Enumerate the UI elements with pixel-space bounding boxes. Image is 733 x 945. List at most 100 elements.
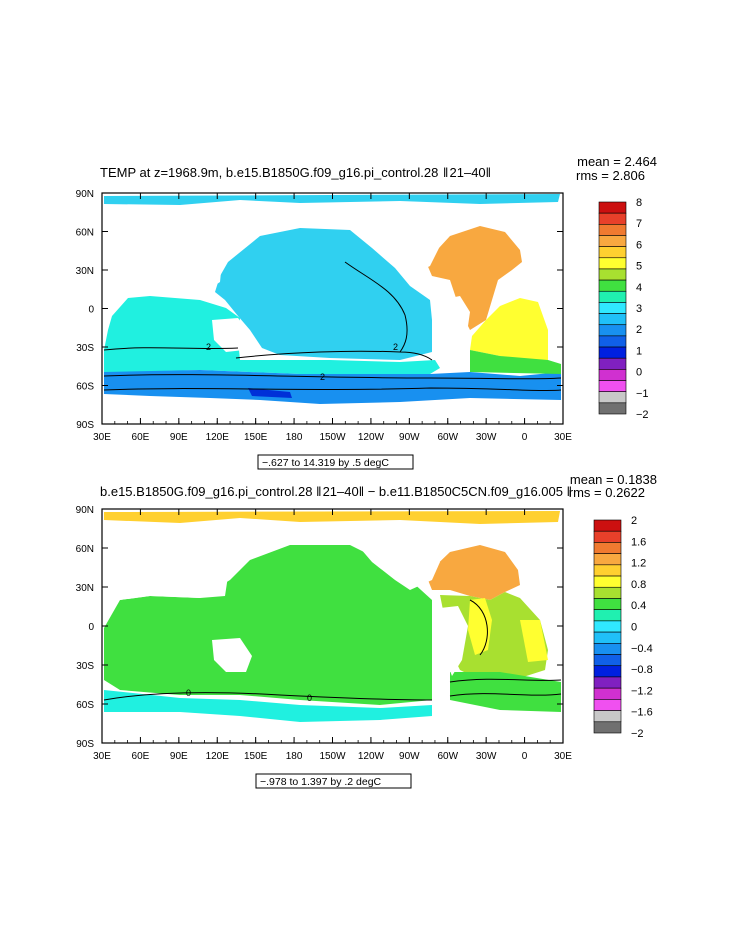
colorbar-label: −2 (636, 409, 649, 421)
x-tick-label: 120E (206, 432, 230, 443)
colorbar-swatch (598, 313, 627, 326)
colorbar-swatch (598, 335, 627, 348)
colorbar-swatch (593, 553, 622, 566)
panel-1-rms: rms = 2.806 (576, 168, 645, 183)
colorbar-swatch (598, 357, 627, 370)
colorbar-label: 5 (636, 261, 642, 273)
panel-2-ticks: 30E 60E 90E 120E 150E 180 150W 120W 90W 60W 30W 0 30… (76, 505, 573, 762)
panel-1-ticks: 30E 60E 90E 120E 150E 180 150W 120W 90W 60W 30W 0 30… (76, 189, 573, 443)
x-tick-label: 30E (554, 751, 572, 762)
colorbar-swatch (598, 235, 627, 247)
panel-2-colorbar: 2 1.6 1.2 0.8 0.4 0 −0.4 −0.8 −1.2 −1.6 −2 (593, 515, 653, 740)
y-tick-label: 30S (76, 343, 94, 354)
x-tick-label: 180 (286, 432, 303, 443)
x-tick-label: 150W (319, 751, 346, 762)
colorbar-label: −0.8 (631, 664, 653, 676)
colorbar-swatch (593, 710, 622, 723)
colorbar-label: −1.6 (631, 707, 653, 719)
y-tick-label: 30S (76, 661, 94, 672)
panel-2-map: 0 0 (102, 509, 563, 743)
colorbar-swatch (598, 246, 627, 259)
y-tick-label: 30N (76, 583, 94, 594)
colorbar-swatch (593, 586, 622, 599)
colorbar-swatch (593, 620, 622, 633)
colorbar-swatch (593, 687, 622, 700)
colorbar-swatch (593, 598, 622, 610)
colorbar-label: 8 (636, 197, 642, 209)
colorbar-swatch (593, 654, 622, 667)
x-tick-label: 120E (206, 751, 230, 762)
colorbar-label: 1.6 (631, 536, 646, 548)
y-tick-label: 0 (88, 622, 94, 633)
y-tick-label: 90S (76, 739, 94, 750)
x-tick-label: 90E (170, 432, 188, 443)
colorbar-swatch (593, 564, 622, 577)
x-tick-label: 120W (358, 432, 385, 443)
y-tick-label: 90N (76, 189, 94, 200)
colorbar-label: −1.2 (631, 685, 653, 697)
colorbar-swatch (598, 391, 627, 404)
colorbar-swatch (598, 212, 627, 225)
y-tick-label: 90N (76, 505, 94, 516)
x-tick-label: 30E (93, 751, 111, 762)
colorbar-swatch (593, 643, 622, 655)
colorbar-swatch (593, 530, 622, 543)
y-tick-label: 60S (76, 700, 94, 711)
colorbar-swatch (598, 402, 627, 415)
colorbar-swatch (593, 721, 622, 734)
panel-2-title: b.e15.B1850G.f09_g16.pi_control.28 ‖ 21–… (100, 484, 572, 499)
panel-2-range-label: −.978 to 1.397 by .2 degC (260, 776, 382, 788)
panel-2-contour-label: 0 (307, 693, 312, 703)
panel-1-range-box (257, 454, 414, 470)
colorbar-swatch (598, 279, 627, 292)
colorbar-label: 6 (636, 239, 642, 251)
x-tick-label: 180 (286, 751, 303, 762)
y-tick-label: 60N (76, 544, 94, 555)
colorbar-swatch (593, 631, 622, 644)
colorbar-label: 7 (636, 218, 642, 230)
x-tick-label: 30E (554, 432, 572, 443)
x-tick-label: 120W (358, 751, 385, 762)
colorbar-swatch (598, 290, 627, 303)
x-tick-label: 0 (522, 751, 528, 762)
colorbar-swatch (593, 575, 622, 588)
y-tick-label: 0 (88, 305, 94, 316)
panel-1-contour-label: 2 (320, 372, 325, 382)
colorbar-swatch (598, 302, 627, 314)
colorbar-label: −1 (636, 388, 649, 400)
x-tick-label: 150E (244, 432, 268, 443)
x-tick-label: 0 (522, 432, 528, 443)
panel-1-title: TEMP at z=1968.9m, b.e15.B1850G.f09_g16.… (100, 165, 491, 180)
colorbar-swatch (598, 201, 627, 214)
colorbar-swatch (593, 542, 622, 554)
y-tick-label: 30N (76, 266, 94, 277)
colorbar-label: −2 (631, 728, 644, 740)
colorbar-label: 0 (636, 367, 642, 379)
panel-2-range-box (255, 773, 412, 789)
panel-1-contour-label: 2 (393, 342, 398, 352)
colorbar-label: 2 (631, 515, 637, 527)
panel-2-mean: mean = 0.1838 (570, 472, 657, 487)
panel-1-mean: mean = 2.464 (577, 154, 657, 169)
colorbar-swatch (593, 699, 622, 711)
colorbar-swatch (598, 324, 627, 337)
colorbar-label: 0.8 (631, 579, 646, 591)
x-tick-label: 90W (399, 751, 420, 762)
colorbar-swatch (598, 346, 627, 359)
y-tick-label: 90S (76, 420, 94, 431)
x-tick-label: 30W (476, 432, 497, 443)
panel-2-rms: rms = 0.2622 (569, 485, 645, 500)
x-tick-label: 60W (437, 751, 458, 762)
x-tick-label: 30E (93, 432, 111, 443)
panel-2-contour-label: 0 (186, 688, 191, 698)
colorbar-swatch (598, 257, 627, 270)
colorbar-swatch (593, 519, 622, 532)
x-tick-label: 60E (132, 751, 150, 762)
x-tick-label: 60E (132, 432, 150, 443)
colorbar-swatch (593, 676, 622, 689)
colorbar-label: 3 (636, 303, 642, 315)
x-tick-label: 30W (476, 751, 497, 762)
colorbar-label: 2 (636, 324, 642, 336)
colorbar-label: 1.2 (631, 558, 646, 570)
